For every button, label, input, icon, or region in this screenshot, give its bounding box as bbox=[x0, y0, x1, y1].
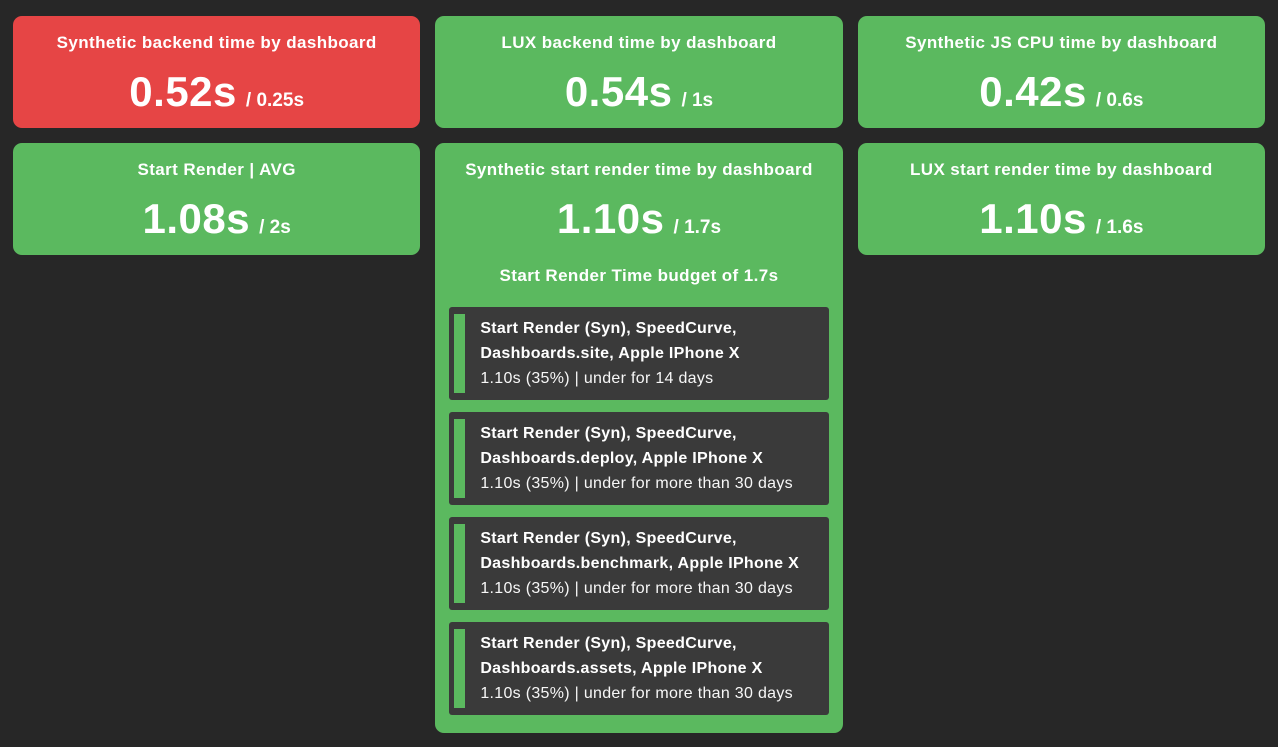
metric-card-synthetic-js-cpu-time[interactable]: Synthetic JS CPU time by dashboard 0.42s… bbox=[857, 16, 1265, 128]
metric-value-group: 0.42s / 0.6s bbox=[979, 68, 1143, 116]
budget-status-stripe bbox=[454, 524, 466, 603]
metric-value-row: 0.42s / 0.6s bbox=[858, 56, 1265, 128]
metric-value-row: 0.52s / 0.25s bbox=[13, 56, 420, 128]
budget-item-name: Start Render (Syn), SpeedCurve, Dashboar… bbox=[480, 320, 740, 362]
metric-card-head: Synthetic start render time by dashboard… bbox=[435, 143, 842, 255]
metric-value-row: 1.10s / 1.6s bbox=[858, 183, 1265, 255]
metric-card-head: Start Render | AVG 1.08s / 2s bbox=[13, 143, 420, 255]
metric-card-title: Synthetic backend time by dashboard bbox=[56, 33, 377, 52]
metric-budget-label: / 0.25s bbox=[245, 90, 305, 111]
metric-value-row: 1.10s / 1.7s bbox=[435, 183, 842, 255]
metric-budget-label: / 0.6s bbox=[1095, 90, 1144, 111]
metric-card-lux-start-render-time[interactable]: LUX start render time by dashboard 1.10s… bbox=[857, 143, 1265, 255]
metric-card-synthetic-backend-time[interactable]: Synthetic backend time by dashboard 0.52… bbox=[13, 16, 421, 128]
budget-status-stripe bbox=[454, 314, 466, 393]
budget-item-name: Start Render (Syn), SpeedCurve, Dashboar… bbox=[480, 530, 800, 572]
metric-value-group: 1.10s / 1.7s bbox=[557, 195, 721, 243]
metric-card-title: LUX start render time by dashboard bbox=[909, 160, 1213, 179]
metric-card-head: LUX start render time by dashboard 1.10s… bbox=[858, 143, 1265, 255]
metric-card-title: Start Render | AVG bbox=[137, 160, 296, 179]
budget-item-name: Start Render (Syn), SpeedCurve, Dashboar… bbox=[480, 635, 763, 677]
budget-status-stripe bbox=[454, 629, 466, 708]
metric-budget-label: / 2s bbox=[259, 217, 291, 238]
metric-value-group: 0.52s / 0.25s bbox=[129, 68, 304, 116]
metric-budget-label: / 1.6s bbox=[1095, 217, 1144, 238]
metric-budget-label: / 1s bbox=[681, 90, 714, 111]
metric-value-row: 0.54s / 1s bbox=[435, 56, 842, 128]
budget-item-detail: 1.10s (35%) | under for more than 30 day… bbox=[480, 580, 793, 597]
budget-item-detail: 1.10s (35%) | under for more than 30 day… bbox=[480, 685, 793, 702]
metric-value: 0.54s bbox=[564, 68, 673, 115]
metric-card-head: Synthetic backend time by dashboard 0.52… bbox=[13, 16, 420, 128]
budget-item-dashboards-deploy[interactable]: Start Render (Syn), SpeedCurve, Dashboar… bbox=[449, 412, 829, 505]
metric-value-group: 1.08s / 2s bbox=[143, 195, 291, 243]
metric-card-head: Synthetic JS CPU time by dashboard 0.42s… bbox=[858, 16, 1265, 128]
metric-value: 1.08s bbox=[142, 195, 251, 242]
metric-value-row: 1.08s / 2s bbox=[13, 183, 420, 255]
budget-item-name: Start Render (Syn), SpeedCurve, Dashboar… bbox=[480, 425, 764, 467]
metric-value: 1.10s bbox=[979, 195, 1087, 242]
metric-card-start-render-avg[interactable]: Start Render | AVG 1.08s / 2s bbox=[13, 143, 421, 255]
budget-item-dashboards-site[interactable]: Start Render (Syn), SpeedCurve, Dashboar… bbox=[449, 307, 829, 400]
metric-value: 0.52s bbox=[129, 68, 237, 115]
metric-card-title: Synthetic JS CPU time by dashboard bbox=[905, 33, 1218, 52]
metric-card-head: LUX backend time by dashboard 0.54s / 1s bbox=[435, 16, 842, 128]
metric-card-title: LUX backend time by dashboard bbox=[501, 33, 777, 52]
metric-card-synthetic-start-render-time[interactable]: Synthetic start render time by dashboard… bbox=[435, 143, 843, 733]
metric-value-group: 1.10s / 1.6s bbox=[979, 195, 1143, 243]
budget-item-dashboards-assets[interactable]: Start Render (Syn), SpeedCurve, Dashboar… bbox=[449, 622, 829, 715]
metric-value: 1.10s bbox=[556, 195, 665, 242]
budget-item-list: Start Render (Syn), SpeedCurve, Dashboar… bbox=[435, 307, 842, 715]
budget-item-detail: 1.10s (35%) | under for more than 30 day… bbox=[480, 475, 793, 492]
metric-card-title: Synthetic start render time by dashboard bbox=[465, 160, 813, 179]
budget-section-heading: Start Render Time budget of 1.7s bbox=[499, 266, 779, 285]
metric-value: 0.42s bbox=[979, 68, 1087, 115]
budget-item-dashboards-benchmark[interactable]: Start Render (Syn), SpeedCurve, Dashboar… bbox=[449, 517, 829, 610]
budget-item-detail: 1.10s (35%) | under for 14 days bbox=[480, 370, 714, 387]
budget-status-stripe bbox=[454, 419, 466, 498]
metric-budget-label: / 1.7s bbox=[673, 217, 722, 238]
metric-card-lux-backend-time[interactable]: LUX backend time by dashboard 0.54s / 1s bbox=[435, 16, 843, 128]
metric-value-group: 0.54s / 1s bbox=[565, 68, 713, 116]
